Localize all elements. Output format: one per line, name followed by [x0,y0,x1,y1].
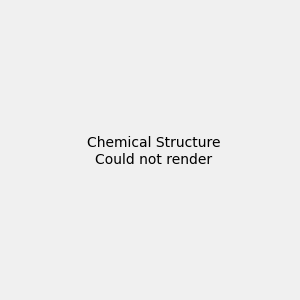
Text: Chemical Structure
Could not render: Chemical Structure Could not render [87,136,220,166]
